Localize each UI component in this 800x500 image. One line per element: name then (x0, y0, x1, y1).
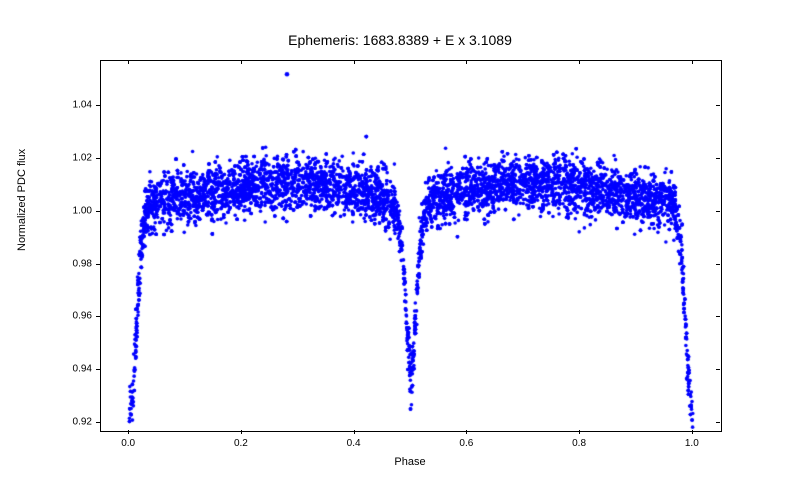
y-tick-label: 0.94 (73, 364, 92, 375)
y-tick (96, 158, 100, 159)
x-tick (354, 60, 355, 64)
x-tick-label: 0.4 (347, 438, 361, 449)
y-tick (96, 422, 100, 423)
scatter-canvas (101, 61, 721, 431)
figure: Ephemeris: 1683.8389 + E x 3.1089 Normal… (0, 0, 800, 500)
x-tick-label: 0.2 (234, 438, 248, 449)
x-tick-label: 0.6 (459, 438, 473, 449)
x-tick (354, 430, 355, 434)
x-tick (466, 60, 467, 64)
x-tick-label: 1.0 (685, 438, 699, 449)
y-tick (716, 158, 720, 159)
y-tick (96, 316, 100, 317)
x-tick (466, 430, 467, 434)
x-tick (579, 60, 580, 64)
x-tick (692, 60, 693, 64)
y-tick (716, 105, 720, 106)
y-tick-label: 0.98 (73, 258, 92, 269)
y-tick-label: 0.92 (73, 417, 92, 428)
y-tick-label: 1.04 (73, 99, 92, 110)
y-tick (716, 369, 720, 370)
y-tick (716, 422, 720, 423)
y-tick (716, 211, 720, 212)
x-tick (241, 430, 242, 434)
x-axis-label: Phase (394, 456, 425, 468)
y-tick (96, 105, 100, 106)
chart-title: Ephemeris: 1683.8389 + E x 3.1089 (0, 32, 800, 48)
x-tick (241, 60, 242, 64)
y-tick (716, 264, 720, 265)
y-tick-label: 1.00 (73, 205, 92, 216)
x-tick (579, 430, 580, 434)
x-tick-label: 0.0 (121, 438, 135, 449)
y-tick (96, 369, 100, 370)
y-tick (96, 211, 100, 212)
y-tick-label: 1.02 (73, 152, 92, 163)
x-tick-label: 0.8 (572, 438, 586, 449)
x-tick (692, 430, 693, 434)
plot-area (100, 60, 722, 432)
y-tick (96, 264, 100, 265)
x-tick (128, 60, 129, 64)
y-tick (716, 316, 720, 317)
y-tick-label: 0.96 (73, 311, 92, 322)
x-tick (128, 430, 129, 434)
